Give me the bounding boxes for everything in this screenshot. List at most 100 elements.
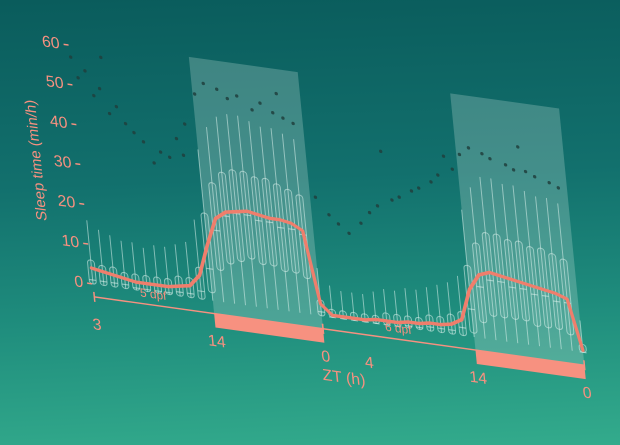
boxplot-median [100, 280, 108, 283]
y-tick-label: 0 [74, 273, 85, 291]
boxplot-whisker [393, 290, 399, 327]
outlier-dot [274, 91, 278, 96]
boxplot-median [206, 267, 214, 270]
outlier-dot [181, 153, 186, 157]
night-period-bar [214, 313, 325, 343]
outlier-dot [390, 198, 394, 202]
dpf-segment-label: 6 dpf [384, 320, 412, 338]
boxplot-whisker [193, 219, 203, 300]
boxplot-whisker [383, 289, 388, 326]
outlier-dot [429, 180, 433, 184]
boxplot-median [553, 300, 561, 303]
outlier-dot [114, 104, 119, 109]
boxplot-whisker [535, 196, 551, 348]
outlier-dot [532, 175, 537, 179]
boxplot-whisker [185, 241, 192, 298]
outlier-dot [397, 195, 401, 199]
outlier-dot [450, 167, 454, 171]
outlier-dot [250, 108, 254, 112]
boxplot-median [459, 326, 467, 329]
boxplot-median [143, 288, 151, 291]
boxplot-median [176, 291, 184, 294]
boxplot-median [383, 323, 391, 327]
boxplot-box [457, 311, 467, 337]
boxplot-median [222, 215, 230, 218]
boxplot-whisker [86, 220, 94, 285]
outlier-dot [158, 150, 163, 154]
outlier-dot [367, 210, 372, 215]
boxplot-median [255, 219, 263, 222]
boxplot-whisker [205, 126, 225, 303]
outlier-dot [436, 173, 440, 177]
boxplot-whisker [469, 187, 486, 339]
x-tick-label: 0 [321, 348, 332, 366]
boxplot-box [87, 259, 97, 285]
outlier-dot [76, 76, 80, 80]
outlier-dot [417, 186, 421, 190]
boxplot-median [476, 285, 484, 288]
boxplot-box [284, 188, 300, 274]
boxplot-median [317, 310, 325, 313]
outlier-dot [152, 161, 156, 165]
y-axis-tick [63, 43, 69, 46]
x-tick-label: 3 [92, 316, 103, 334]
y-axis-tick [83, 242, 89, 245]
boxplot-whisker [490, 178, 508, 342]
outlier-dot [547, 180, 551, 185]
outlier-dot [516, 145, 520, 149]
boxplot-whisker [512, 185, 530, 345]
boxplot-whisker [316, 268, 323, 316]
boxplot-median [213, 229, 221, 232]
boxplot-whisker [461, 209, 475, 338]
outlier-dot [174, 136, 179, 141]
y-axis-tick [87, 282, 93, 285]
boxplot-whisker [120, 240, 127, 289]
boxplot-median [530, 293, 538, 296]
boxplot-box [228, 169, 245, 263]
outlier-dot [523, 169, 528, 174]
boxplot-median [288, 228, 296, 231]
boxplot-whisker [226, 114, 247, 306]
boxplot-whisker [340, 290, 345, 319]
boxplot-whisker [545, 197, 562, 350]
night-period-bar [475, 350, 586, 380]
boxplot-median [187, 292, 195, 295]
boxplot-median [426, 325, 434, 329]
outlier-dot [409, 189, 414, 193]
boxplot-whisker [215, 116, 236, 304]
boxplot-median [121, 283, 129, 286]
outlier-dot [379, 149, 383, 154]
x-tick-label: 14 [469, 369, 488, 388]
y-tick-label: 30 [53, 153, 72, 172]
outlier-dot [123, 121, 128, 126]
boxplot-median [277, 226, 285, 229]
segment-tick [93, 291, 96, 302]
boxplot-median [329, 316, 337, 319]
outlier-dot [132, 130, 136, 135]
boxplot-whisker [293, 139, 312, 315]
boxplot-median [541, 294, 549, 298]
boxplot-median [579, 351, 587, 354]
outlier-dot [225, 96, 229, 101]
boxplot-median [405, 324, 413, 328]
boxplot-whisker [362, 293, 366, 322]
boxplot-whisker [501, 183, 519, 344]
outlier-dot [281, 116, 285, 120]
boxplot-median [89, 278, 97, 282]
outlier-dot [271, 111, 275, 115]
boxplot-median [437, 327, 445, 330]
outlier-dot [359, 221, 363, 225]
boxplot-median [266, 221, 274, 224]
boxplot-median [372, 322, 380, 325]
boxplot-whisker [109, 235, 116, 288]
boxplot-whisker [523, 190, 541, 347]
y-axis-tick [79, 202, 85, 205]
outlier-dot [457, 152, 462, 157]
outlier-dot [488, 157, 492, 161]
outlier-dot [141, 140, 146, 144]
boxplot-median [486, 279, 494, 282]
boxplot-median [448, 328, 456, 332]
